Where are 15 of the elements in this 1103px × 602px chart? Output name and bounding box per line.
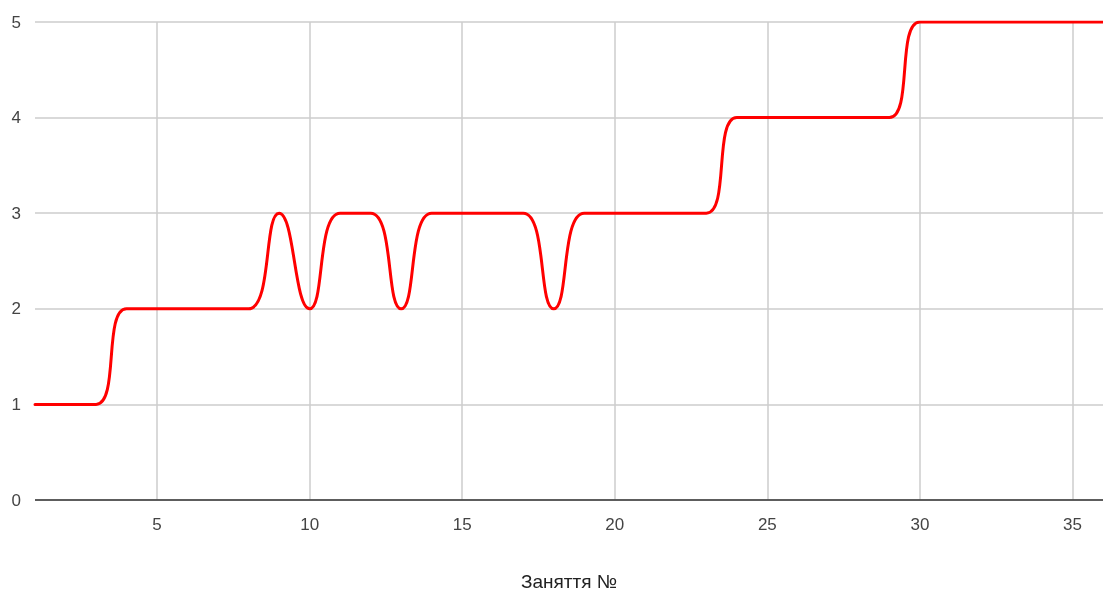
x-axis-title: Заняття №	[520, 571, 618, 592]
x-tick-label: 15	[452, 515, 472, 534]
y-tick-label: 3	[11, 203, 21, 223]
y-tick-label: 2	[11, 299, 21, 319]
x-tick-label: 20	[605, 515, 625, 534]
x-tick-label: 10	[300, 515, 320, 534]
y-tick-label: 5	[11, 12, 21, 32]
y-tick-label: 1	[11, 394, 21, 414]
y-tick-label: 4	[11, 108, 21, 128]
y-tick-label: 0	[11, 490, 21, 510]
x-tick-label: 35	[1063, 515, 1082, 534]
x-tick-label: 30	[910, 515, 930, 534]
line-series	[33, 20, 1103, 406]
x-tick-label: 5	[152, 515, 162, 534]
x-tick-label: 25	[757, 515, 777, 534]
